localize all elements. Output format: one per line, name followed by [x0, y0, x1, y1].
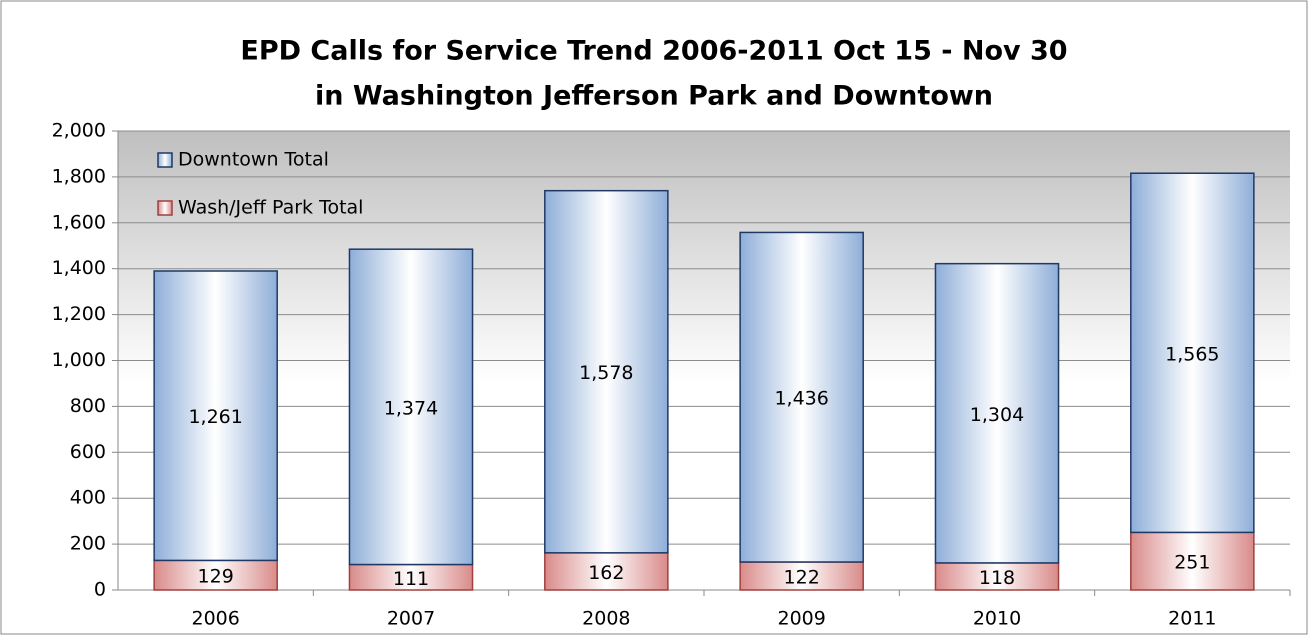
data-label: 251: [1174, 552, 1210, 574]
chart-title: EPD Calls for Service Trend 2006-2011 Oc…: [240, 36, 1067, 67]
x-tick-label: 2008: [582, 608, 630, 630]
data-label: 129: [198, 566, 234, 588]
x-tick-label: 2006: [191, 608, 239, 630]
legend-swatch: [157, 200, 173, 216]
data-label: 1,374: [384, 397, 438, 419]
data-label: 1,304: [970, 404, 1024, 426]
x-tick-label: 2010: [973, 608, 1021, 630]
bar-segment: [544, 552, 669, 591]
y-tick-label: 400: [70, 487, 106, 509]
data-label: 1,436: [774, 388, 828, 410]
bar-segment: [153, 270, 278, 562]
data-label: 111: [393, 568, 429, 590]
x-tick-label: 2009: [777, 608, 825, 630]
bar-segment: [739, 561, 864, 591]
x-tick-label: 2011: [1168, 608, 1216, 630]
y-tick-label: 1,400: [52, 257, 106, 279]
legend-label: Wash/Jeff Park Total: [178, 197, 363, 219]
bar-segment: [934, 562, 1060, 591]
data-label: 1,565: [1165, 343, 1219, 365]
data-label: 122: [784, 567, 820, 589]
legend-swatch: [157, 152, 173, 168]
y-tick-label: 800: [70, 395, 106, 417]
y-tick-label: 0: [94, 579, 106, 601]
bar-segment: [1130, 531, 1255, 591]
bar-segment: [739, 231, 864, 563]
y-tick-label: 1,800: [52, 165, 106, 187]
y-tick-label: 2,000: [52, 120, 106, 142]
y-tick-label: 200: [70, 533, 106, 555]
y-tick-label: 1,000: [52, 349, 106, 371]
y-tick-label: 1,200: [52, 303, 106, 325]
y-tick-label: 1,600: [52, 211, 106, 233]
bar-segment: [348, 248, 474, 566]
legend-label: Downtown Total: [178, 149, 329, 171]
y-tick-label: 600: [70, 441, 106, 463]
data-label: 162: [588, 562, 624, 584]
data-label: 1,578: [579, 362, 633, 384]
chart-title: in Washington Jefferson Park and Downtow…: [315, 81, 993, 112]
bar-segment: [1130, 172, 1255, 534]
data-label: 118: [979, 567, 1015, 589]
data-label: 1,261: [188, 406, 242, 428]
x-tick-label: 2007: [387, 608, 435, 630]
bar-segment: [934, 262, 1060, 564]
bar-segment: [153, 559, 278, 591]
bar-segment: [544, 189, 669, 554]
